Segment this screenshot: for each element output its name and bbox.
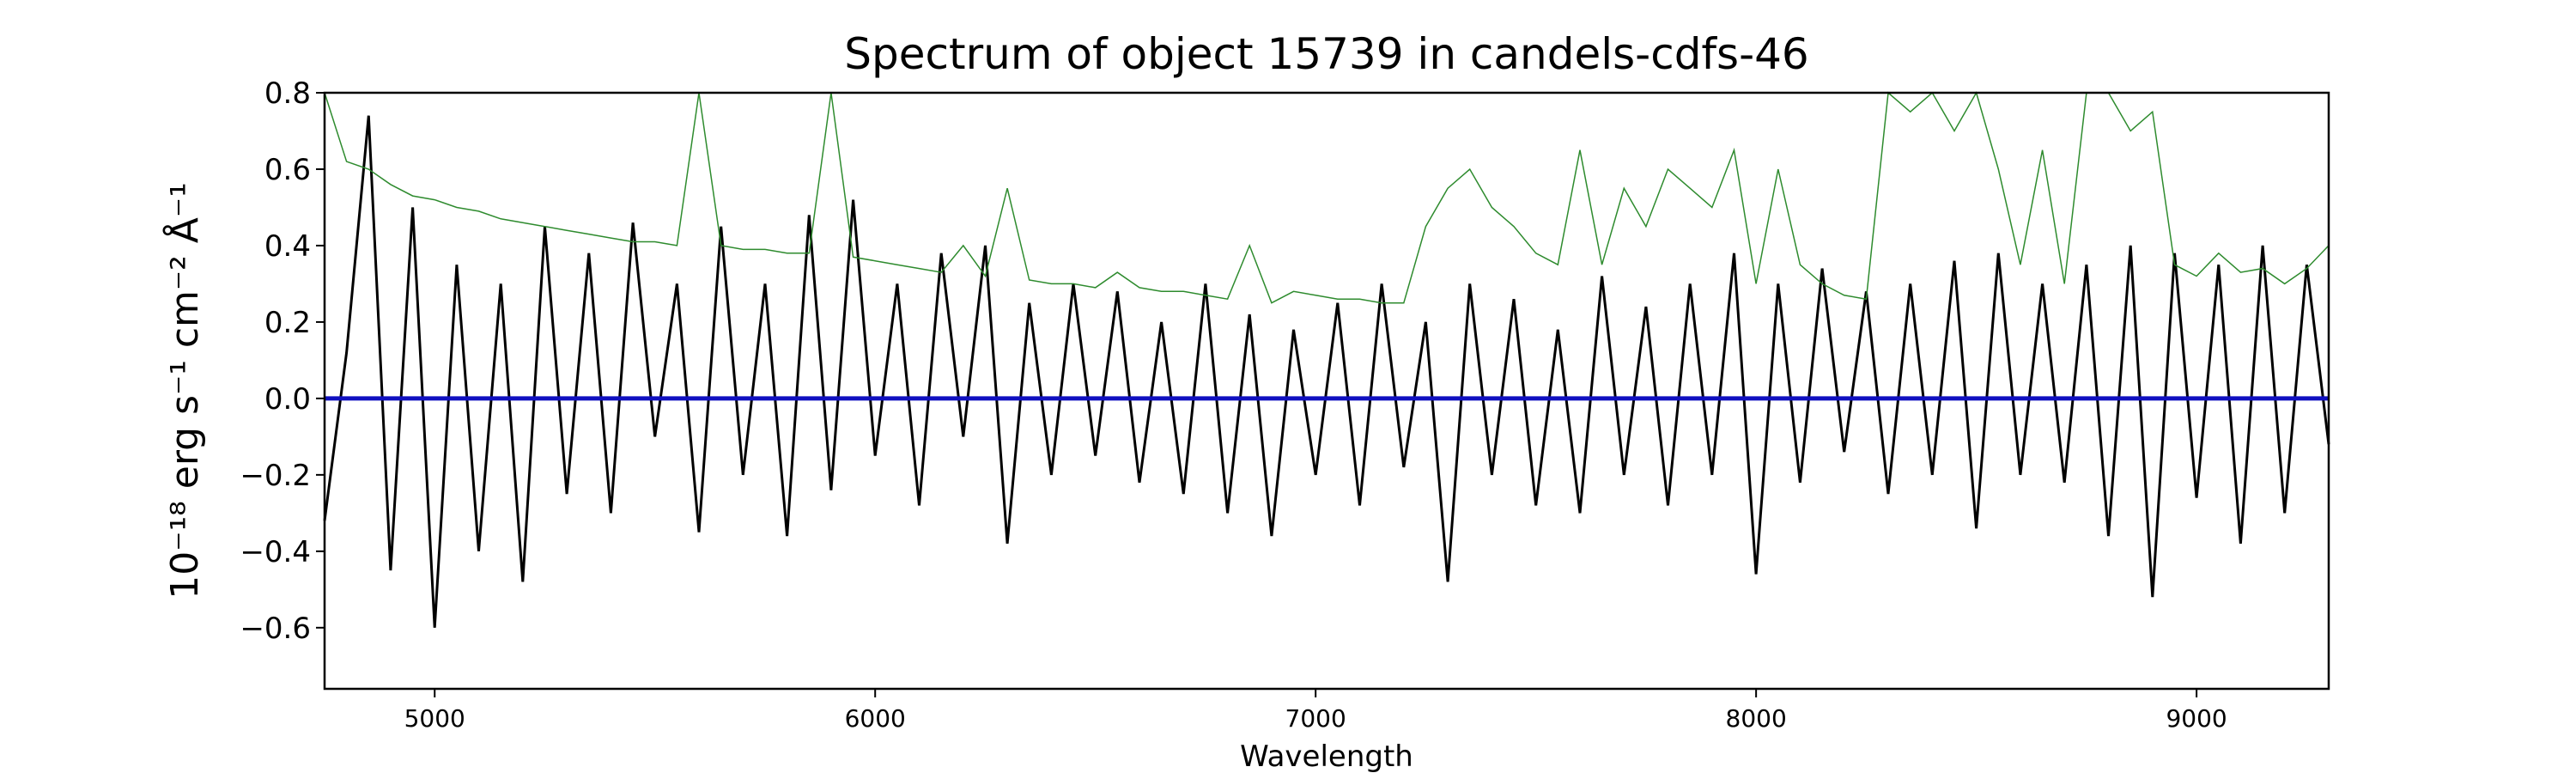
- y-tick-label: −0.6: [240, 612, 311, 646]
- x-axis-label: Wavelength: [1240, 740, 1413, 773]
- x-tick-label: 6000: [845, 704, 906, 733]
- series-layer: [323, 91, 2330, 628]
- x-tick-label: 7000: [1285, 704, 1346, 733]
- y-axis-ticks: −0.6 −0.4 −0.2 0.0 0.2 0.4 0.6 0.8: [240, 76, 325, 646]
- y-tick-label: 0.6: [264, 153, 311, 187]
- y-tick-label: −0.4: [240, 535, 311, 569]
- y-tick-label: 0.0: [264, 382, 311, 417]
- x-axis-ticks: 5000 6000 7000 8000 9000: [404, 689, 2227, 733]
- x-tick-label: 9000: [2166, 704, 2227, 733]
- y-tick-label: −0.2: [240, 459, 311, 493]
- y-tick-label: 0.8: [264, 76, 311, 111]
- series-line-1: [324, 91, 2330, 304]
- plot-frame: [323, 91, 2330, 691]
- x-tick-label: 8000: [1726, 704, 1787, 733]
- series-line-0: [323, 115, 2330, 628]
- chart-title: Spectrum of object 15739 in candels-cdfs…: [844, 29, 1809, 79]
- y-tick-label: 0.2: [264, 306, 311, 340]
- x-tick-label: 5000: [404, 704, 465, 733]
- y-tick-label: 0.4: [264, 229, 311, 264]
- y-axis-label: 10⁻¹⁸ erg s⁻¹ cm⁻² Å⁻¹: [161, 182, 207, 599]
